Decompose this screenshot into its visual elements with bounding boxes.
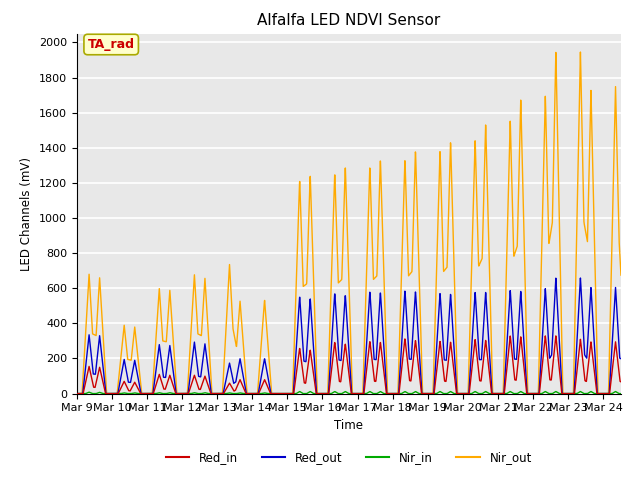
Red_out: [515, 320, 523, 326]
Nir_in: [515, 390, 523, 396]
Nir_out: [548, 212, 556, 218]
Red_in: [634, 391, 640, 396]
Nir_out: [628, 368, 636, 374]
Red_out: [479, 332, 487, 338]
Nir_out: [515, 179, 523, 184]
Nir_in: [429, 391, 437, 396]
Title: Alfalfa LED NDVI Sensor: Alfalfa LED NDVI Sensor: [257, 13, 440, 28]
Red_out: [634, 391, 640, 396]
Red_in: [515, 352, 523, 358]
Legend: Red_in, Red_out, Nir_in, Nir_out: Red_in, Red_out, Nir_in, Nir_out: [161, 446, 536, 469]
Nir_out: [73, 391, 81, 396]
Red_in: [188, 380, 196, 386]
Nir_in: [479, 390, 487, 396]
Line: Red_out: Red_out: [77, 278, 638, 394]
Text: TA_rad: TA_rad: [88, 38, 134, 51]
Nir_in: [628, 391, 636, 396]
X-axis label: Time: Time: [334, 419, 364, 432]
Red_in: [548, 365, 556, 371]
Line: Nir_in: Nir_in: [77, 392, 638, 394]
Nir_out: [577, 49, 584, 55]
Red_in: [552, 333, 560, 339]
Red_out: [577, 275, 584, 281]
Red_out: [548, 336, 556, 342]
Nir_in: [622, 389, 630, 395]
Red_in: [628, 391, 636, 396]
Nir_in: [73, 391, 81, 396]
Line: Red_in: Red_in: [77, 336, 638, 394]
Red_in: [73, 391, 81, 396]
Nir_in: [188, 391, 196, 396]
Nir_out: [429, 374, 437, 380]
Red_out: [429, 391, 437, 396]
Red_out: [628, 388, 636, 394]
Nir_in: [634, 391, 640, 396]
Nir_out: [634, 391, 640, 396]
Red_out: [73, 391, 81, 396]
Nir_out: [188, 315, 196, 321]
Line: Nir_out: Nir_out: [77, 52, 638, 394]
Red_in: [479, 361, 487, 367]
Nir_in: [548, 391, 556, 396]
Red_out: [188, 360, 196, 366]
Y-axis label: LED Channels (mV): LED Channels (mV): [20, 156, 33, 271]
Red_in: [429, 391, 437, 396]
Nir_out: [479, 224, 487, 229]
